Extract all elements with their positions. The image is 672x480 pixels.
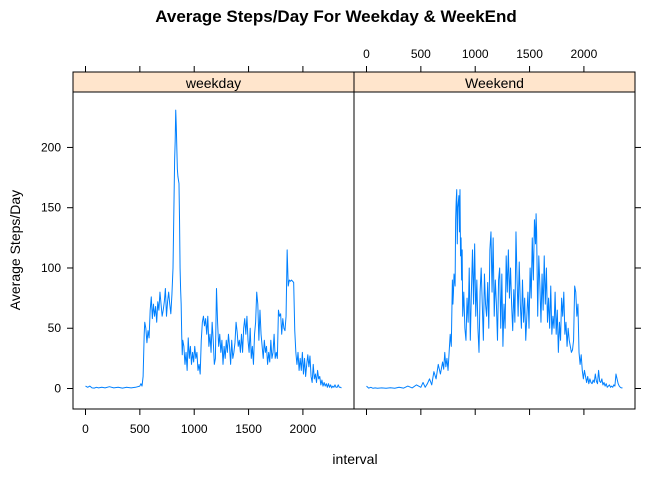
y-tick-label: 150 — [41, 201, 61, 215]
y-tick-label: 0 — [54, 382, 61, 396]
y-tick-label: 100 — [41, 261, 61, 275]
series-line-weekday — [85, 109, 342, 389]
panel-weekend: Weekend — [353, 71, 636, 410]
x-tick-label-top: 0 — [363, 47, 370, 61]
x-tick-label-top: 1000 — [462, 47, 489, 61]
panels-layer: weekday Weekend — [72, 71, 636, 410]
chart-title: Average Steps/Day For Weekday & WeekEnd — [155, 7, 517, 26]
y-axis-label: Average Steps/Day — [7, 190, 23, 310]
y-tick-label: 50 — [48, 321, 62, 335]
plot-frame-weekend — [353, 91, 636, 410]
strip-label-weekend: Weekend — [465, 75, 524, 91]
x-axis-label: interval — [332, 451, 377, 467]
x-tick-label-top: 500 — [411, 47, 431, 61]
x-tick-label-bottom: 1000 — [181, 422, 208, 436]
x-tick-label-bottom: 0 — [82, 422, 89, 436]
x-tick-label-bottom: 500 — [130, 422, 150, 436]
plot-frame-weekday — [72, 91, 355, 410]
series-line-weekend — [366, 189, 623, 389]
y-tick-label: 200 — [41, 140, 61, 154]
panel-weekday: weekday — [72, 71, 355, 410]
x-tick-label-top: 1500 — [516, 47, 543, 61]
strip-label-weekday: weekday — [185, 75, 241, 91]
x-tick-label-bottom: 1500 — [235, 422, 262, 436]
ticks-layer: 0 0 500 500 1000 1000 1500 1500 2000 2000 0 50 100 15… — [41, 47, 641, 436]
x-tick-label-top: 2000 — [571, 47, 598, 61]
x-tick-label-bottom: 2000 — [290, 422, 317, 436]
